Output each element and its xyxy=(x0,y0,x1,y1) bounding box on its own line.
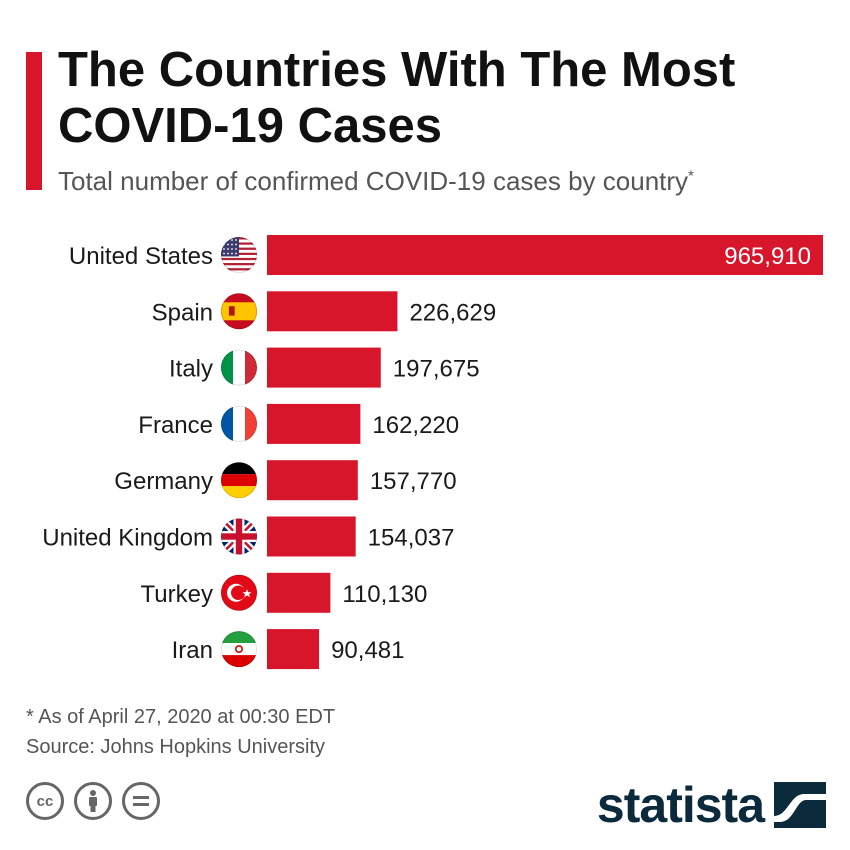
value-label: 965,910 xyxy=(724,243,811,270)
license-icons: cc xyxy=(26,782,160,820)
category-label: Spain xyxy=(152,299,213,326)
by-icon[interactable] xyxy=(74,782,112,820)
bar xyxy=(267,347,381,388)
bar xyxy=(267,235,823,275)
subtitle-marker: * xyxy=(688,167,694,185)
value-label: 197,675 xyxy=(393,356,480,383)
bar xyxy=(267,516,356,557)
ir-flag-icon xyxy=(221,631,257,668)
category-label: Italy xyxy=(169,356,213,383)
category-label: United States xyxy=(69,243,213,270)
category-label: Germany xyxy=(114,468,213,495)
value-label: 154,037 xyxy=(368,525,455,552)
category-label: Turkey xyxy=(141,581,213,608)
as-of-note: * As of April 27, 2020 at 00:30 EDT xyxy=(26,706,336,728)
source-note: Source: Johns Hopkins University xyxy=(26,736,326,758)
footnote: * As of April 27, 2020 at 00:30 EDT Sour… xyxy=(26,702,335,762)
bar xyxy=(267,460,358,501)
category-label: France xyxy=(138,412,213,439)
chart-title: The Countries With The Most COVID-19 Cas… xyxy=(58,43,736,153)
value-label: 162,220 xyxy=(372,412,459,439)
bar xyxy=(267,291,398,332)
gb-flag-icon xyxy=(221,518,257,555)
value-label: 90,481 xyxy=(331,637,404,664)
cc-icon[interactable]: cc xyxy=(26,782,64,820)
category-label: Iran xyxy=(172,637,213,664)
subtitle-text: Total number of confirmed COVID-19 cases… xyxy=(58,166,689,196)
us-flag-icon xyxy=(221,237,257,273)
value-label: 110,130 xyxy=(342,581,427,608)
title-accent-bar xyxy=(26,52,42,190)
tr-flag-icon xyxy=(221,574,257,611)
statista-mark-icon xyxy=(774,782,826,828)
chart-subtitle: Total number of confirmed COVID-19 cases… xyxy=(58,166,694,197)
category-label: United Kingdom xyxy=(42,525,213,552)
bar xyxy=(267,403,361,444)
it-flag-icon xyxy=(221,349,257,386)
de-flag-icon xyxy=(221,462,257,499)
nd-icon[interactable] xyxy=(122,782,160,820)
statista-logo[interactable]: statista xyxy=(597,776,826,834)
brand-name: statista xyxy=(596,777,765,833)
value-label: 157,770 xyxy=(370,468,457,495)
value-label: 226,629 xyxy=(409,299,496,326)
es-flag-icon xyxy=(221,293,257,330)
bar-chart: United States 965,910 Spain 226,629 Italy 197… xyxy=(42,235,823,670)
bar xyxy=(267,572,331,613)
bar xyxy=(267,629,320,670)
fr-flag-icon xyxy=(221,405,257,442)
